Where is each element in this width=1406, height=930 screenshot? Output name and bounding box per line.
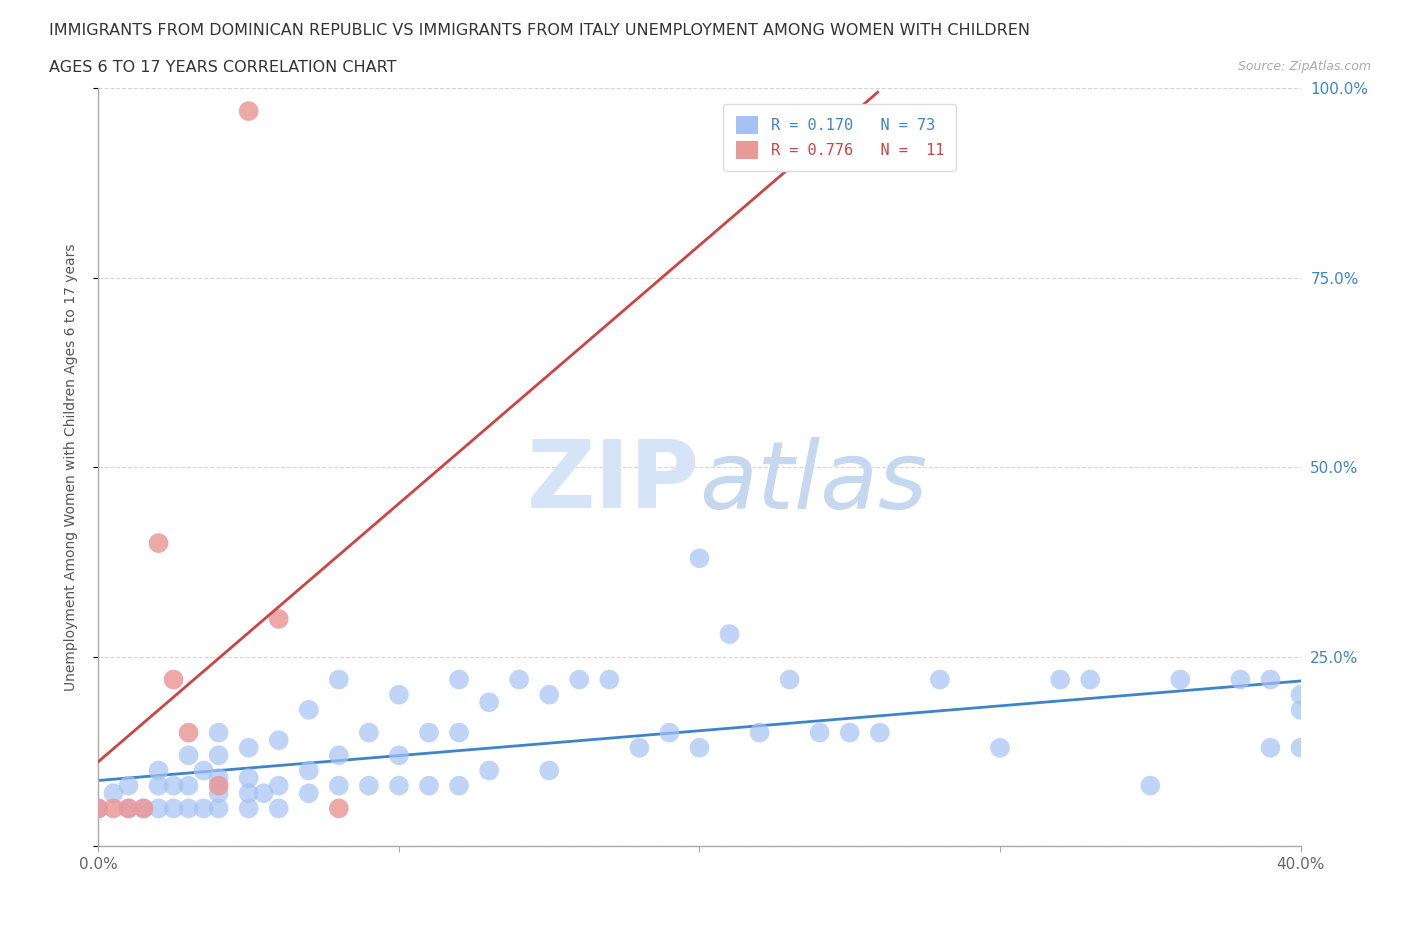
Point [478,763,501,777]
Point [87,801,110,816]
Point [267,733,290,748]
Point [447,725,470,740]
Point [267,612,290,627]
Point [208,725,231,740]
Point [148,536,170,551]
Point [193,763,215,777]
Point [328,672,350,687]
Text: IMMIGRANTS FROM DOMINICAN REPUBLIC VS IMMIGRANTS FROM ITALY UNEMPLOYMENT AMONG W: IMMIGRANTS FROM DOMINICAN REPUBLIC VS IM… [49,23,1031,38]
Point [1139,778,1161,793]
Point [328,778,350,793]
Point [298,702,321,717]
Point [357,725,380,740]
Point [388,748,411,763]
Point [238,771,260,786]
Point [177,725,200,740]
Point [568,672,591,687]
Point [508,672,530,687]
Point [869,725,891,740]
Point [1170,672,1192,687]
Point [1289,740,1312,755]
Point [117,801,139,816]
Point [598,672,620,687]
Point [538,763,561,777]
Point [1289,687,1312,702]
Point [208,771,231,786]
Point [132,801,155,816]
Point [193,801,215,816]
Point [267,801,290,816]
Point [447,672,470,687]
Point [162,778,184,793]
Point [162,672,184,687]
Point [208,786,231,801]
Point [162,801,184,816]
Point [1078,672,1101,687]
Point [117,801,139,816]
Point [148,763,170,777]
Point [1049,672,1071,687]
Point [298,786,321,801]
Point [1260,740,1282,755]
Point [238,103,260,118]
Point [117,778,139,793]
Text: AGES 6 TO 17 YEARS CORRELATION CHART: AGES 6 TO 17 YEARS CORRELATION CHART [49,60,396,75]
Point [328,801,350,816]
Point [779,672,801,687]
Point [132,801,155,816]
Point [689,551,711,565]
Text: atlas: atlas [700,437,928,528]
Point [929,672,952,687]
Point [1289,702,1312,717]
Y-axis label: Unemployment Among Women with Children Ages 6 to 17 years: Unemployment Among Women with Children A… [63,244,77,691]
Point [658,725,681,740]
Point [148,801,170,816]
Point [87,801,110,816]
Point [253,786,276,801]
Point [1260,672,1282,687]
Point [238,740,260,755]
Point [988,740,1011,755]
Point [238,786,260,801]
Point [177,748,200,763]
Point [388,778,411,793]
Point [689,740,711,755]
Point [418,778,440,793]
Point [718,627,741,642]
Point [808,725,831,740]
Point [148,778,170,793]
Point [538,687,561,702]
Point [357,778,380,793]
Point [177,801,200,816]
Point [388,687,411,702]
Point [298,763,321,777]
Point [103,801,125,816]
Point [208,801,231,816]
Point [838,725,860,740]
Point [447,778,470,793]
Point [208,778,231,793]
Point [177,778,200,793]
Text: ZIP: ZIP [527,436,700,528]
Point [478,695,501,710]
Point [328,748,350,763]
Point [267,778,290,793]
Point [748,725,770,740]
Legend: R = 0.170   N = 73, R = 0.776   N =  11: R = 0.170 N = 73, R = 0.776 N = 11 [723,103,956,171]
Text: Source: ZipAtlas.com: Source: ZipAtlas.com [1237,60,1371,73]
Point [103,786,125,801]
Point [208,748,231,763]
Point [238,801,260,816]
Point [418,725,440,740]
Point [1229,672,1251,687]
Point [628,740,651,755]
